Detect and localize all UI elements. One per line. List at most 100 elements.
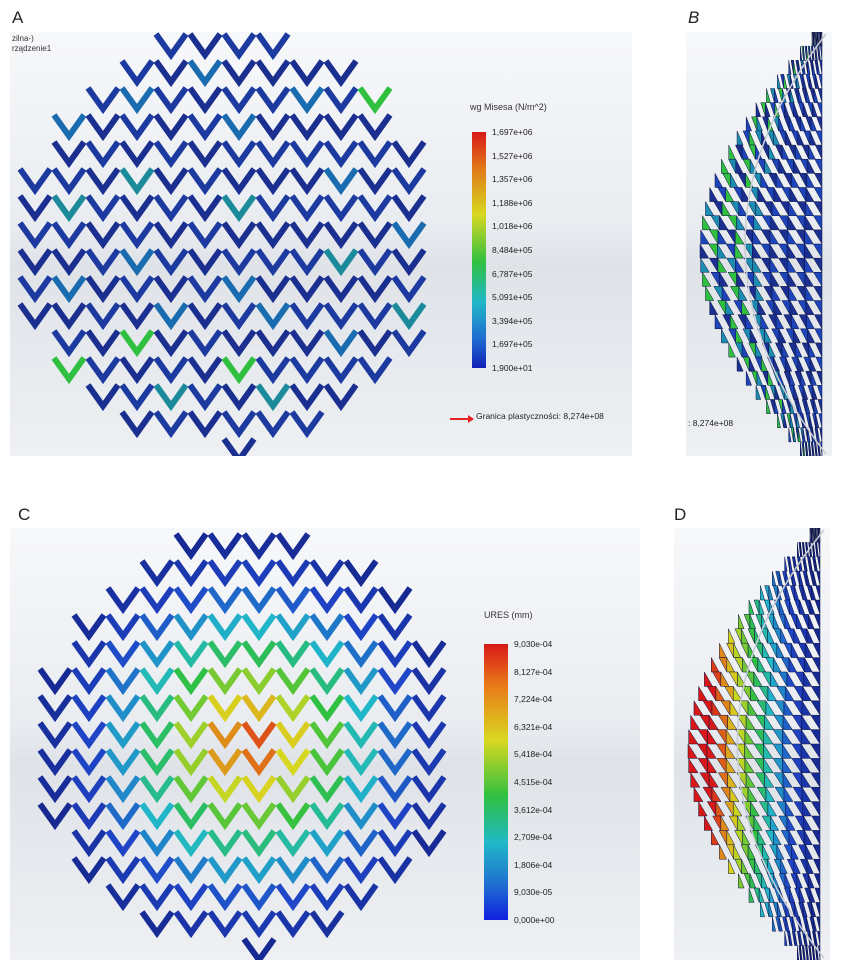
stress-side-facet bbox=[763, 201, 773, 217]
colorbar-title-displacement: URES (mm) bbox=[484, 610, 533, 620]
stress-side-facet bbox=[708, 229, 719, 245]
displacement-strut bbox=[377, 856, 413, 885]
displacement-side-facet bbox=[807, 556, 811, 572]
displacement-strut bbox=[343, 667, 379, 696]
displacement-side-facet bbox=[768, 585, 774, 601]
displacement-side-facet bbox=[712, 815, 722, 832]
panel-d-displacement-side-view bbox=[674, 528, 830, 960]
displacement-side-facet bbox=[804, 830, 813, 846]
stress-strut bbox=[51, 140, 87, 169]
stress-side-facet bbox=[813, 201, 823, 217]
stress-side-facet bbox=[778, 159, 787, 174]
displacement-strut bbox=[377, 694, 413, 723]
stress-side-facet bbox=[797, 187, 807, 203]
stress-side-facet bbox=[788, 342, 796, 358]
displacement-side-facet bbox=[715, 800, 726, 817]
displacement-side-facet bbox=[748, 599, 755, 615]
stress-side-facet bbox=[761, 144, 769, 160]
displacement-side-facet bbox=[806, 571, 811, 586]
stress-side-facet bbox=[814, 342, 823, 358]
displacement-side-facet bbox=[789, 585, 795, 601]
displacement-strut bbox=[105, 721, 141, 750]
stress-strut bbox=[255, 194, 291, 223]
stress-strut bbox=[187, 248, 223, 277]
displacement-side-facet bbox=[755, 614, 762, 629]
displacement-strut bbox=[241, 802, 277, 831]
displacement-side-facet bbox=[817, 930, 821, 946]
displacement-side-facet bbox=[794, 815, 804, 832]
displacement-side-facet bbox=[796, 542, 800, 558]
stress-side-facet bbox=[779, 286, 789, 302]
stress-side-facet bbox=[727, 215, 737, 231]
stress-side-facet bbox=[818, 46, 821, 61]
displacement-strut bbox=[309, 694, 345, 723]
stress-side-facet bbox=[809, 88, 815, 103]
stress-strut bbox=[153, 302, 189, 331]
displacement-side-facet bbox=[715, 743, 726, 760]
displacement-strut bbox=[309, 559, 345, 588]
stress-side-facet bbox=[735, 228, 745, 245]
displacement-side-facet bbox=[765, 830, 774, 845]
stress-strut bbox=[323, 59, 359, 88]
stress-side-facet bbox=[812, 74, 816, 89]
displacement-side-facet bbox=[780, 657, 790, 673]
stress-side-facet bbox=[813, 32, 815, 47]
stress-side-facet bbox=[805, 74, 810, 89]
displacement-side-facet bbox=[802, 570, 807, 586]
displacement-side-facet bbox=[698, 800, 708, 817]
displacement-side-facet bbox=[707, 757, 718, 774]
displacement-strut bbox=[309, 829, 345, 858]
displacement-side-facet bbox=[740, 844, 749, 860]
stress-side-facet bbox=[813, 399, 819, 414]
displacement-strut bbox=[411, 802, 447, 831]
stress-side-facet bbox=[699, 243, 710, 259]
stress-strut bbox=[323, 221, 359, 250]
displacement-strut bbox=[309, 667, 345, 696]
stress-strut bbox=[51, 275, 87, 304]
stress-strut bbox=[85, 329, 121, 358]
displacement-side-facet bbox=[716, 758, 727, 774]
displacement-side-facet bbox=[776, 801, 786, 817]
stress-side-facet bbox=[805, 88, 811, 103]
displacement-strut bbox=[139, 802, 175, 831]
stress-side-facet bbox=[813, 272, 823, 288]
displacement-side-facet bbox=[810, 772, 821, 789]
displacement-side-facet bbox=[764, 585, 770, 601]
stress-side-facet bbox=[771, 158, 780, 174]
displacement-strut bbox=[241, 910, 277, 939]
stress-strut bbox=[17, 194, 53, 223]
displacement-side-facet bbox=[769, 844, 778, 860]
displacement-side-facet bbox=[804, 657, 813, 673]
stress-side-facet bbox=[798, 102, 804, 117]
displacement-side-facet bbox=[712, 671, 722, 688]
stress-side-facet bbox=[812, 413, 816, 428]
displacement-strut bbox=[37, 667, 73, 696]
displacement-tick-label: 6,321e-04 bbox=[514, 721, 553, 732]
displacement-strut bbox=[139, 910, 175, 939]
displacement-side-facet bbox=[812, 916, 817, 932]
displacement-side-facet bbox=[737, 671, 747, 687]
stress-side-facet bbox=[790, 399, 795, 414]
stress-side-facet bbox=[817, 399, 823, 414]
displacement-strut bbox=[309, 721, 345, 750]
stress-strut bbox=[119, 302, 155, 331]
stress-side-facet bbox=[778, 328, 787, 344]
stress-side-facet bbox=[754, 130, 762, 146]
displacement-side-facet bbox=[793, 628, 801, 644]
displacement-side-facet bbox=[810, 743, 821, 760]
stress-side-facet bbox=[804, 228, 814, 245]
displacement-strut bbox=[241, 667, 277, 696]
displacement-side-facet bbox=[698, 685, 708, 702]
displacement-strut bbox=[275, 532, 311, 561]
displacement-strut bbox=[377, 613, 413, 642]
displacement-strut bbox=[173, 559, 209, 588]
displacement-side-facet bbox=[760, 858, 768, 874]
displacement-strut bbox=[275, 559, 311, 588]
stress-strut bbox=[323, 167, 359, 196]
displacement-side-facet bbox=[786, 556, 790, 572]
stress-side-facet bbox=[727, 272, 737, 288]
stress-strut bbox=[17, 221, 53, 250]
displacement-side-facet bbox=[799, 887, 806, 903]
stress-side-facet bbox=[793, 102, 799, 118]
stress-side-facet bbox=[786, 243, 797, 259]
